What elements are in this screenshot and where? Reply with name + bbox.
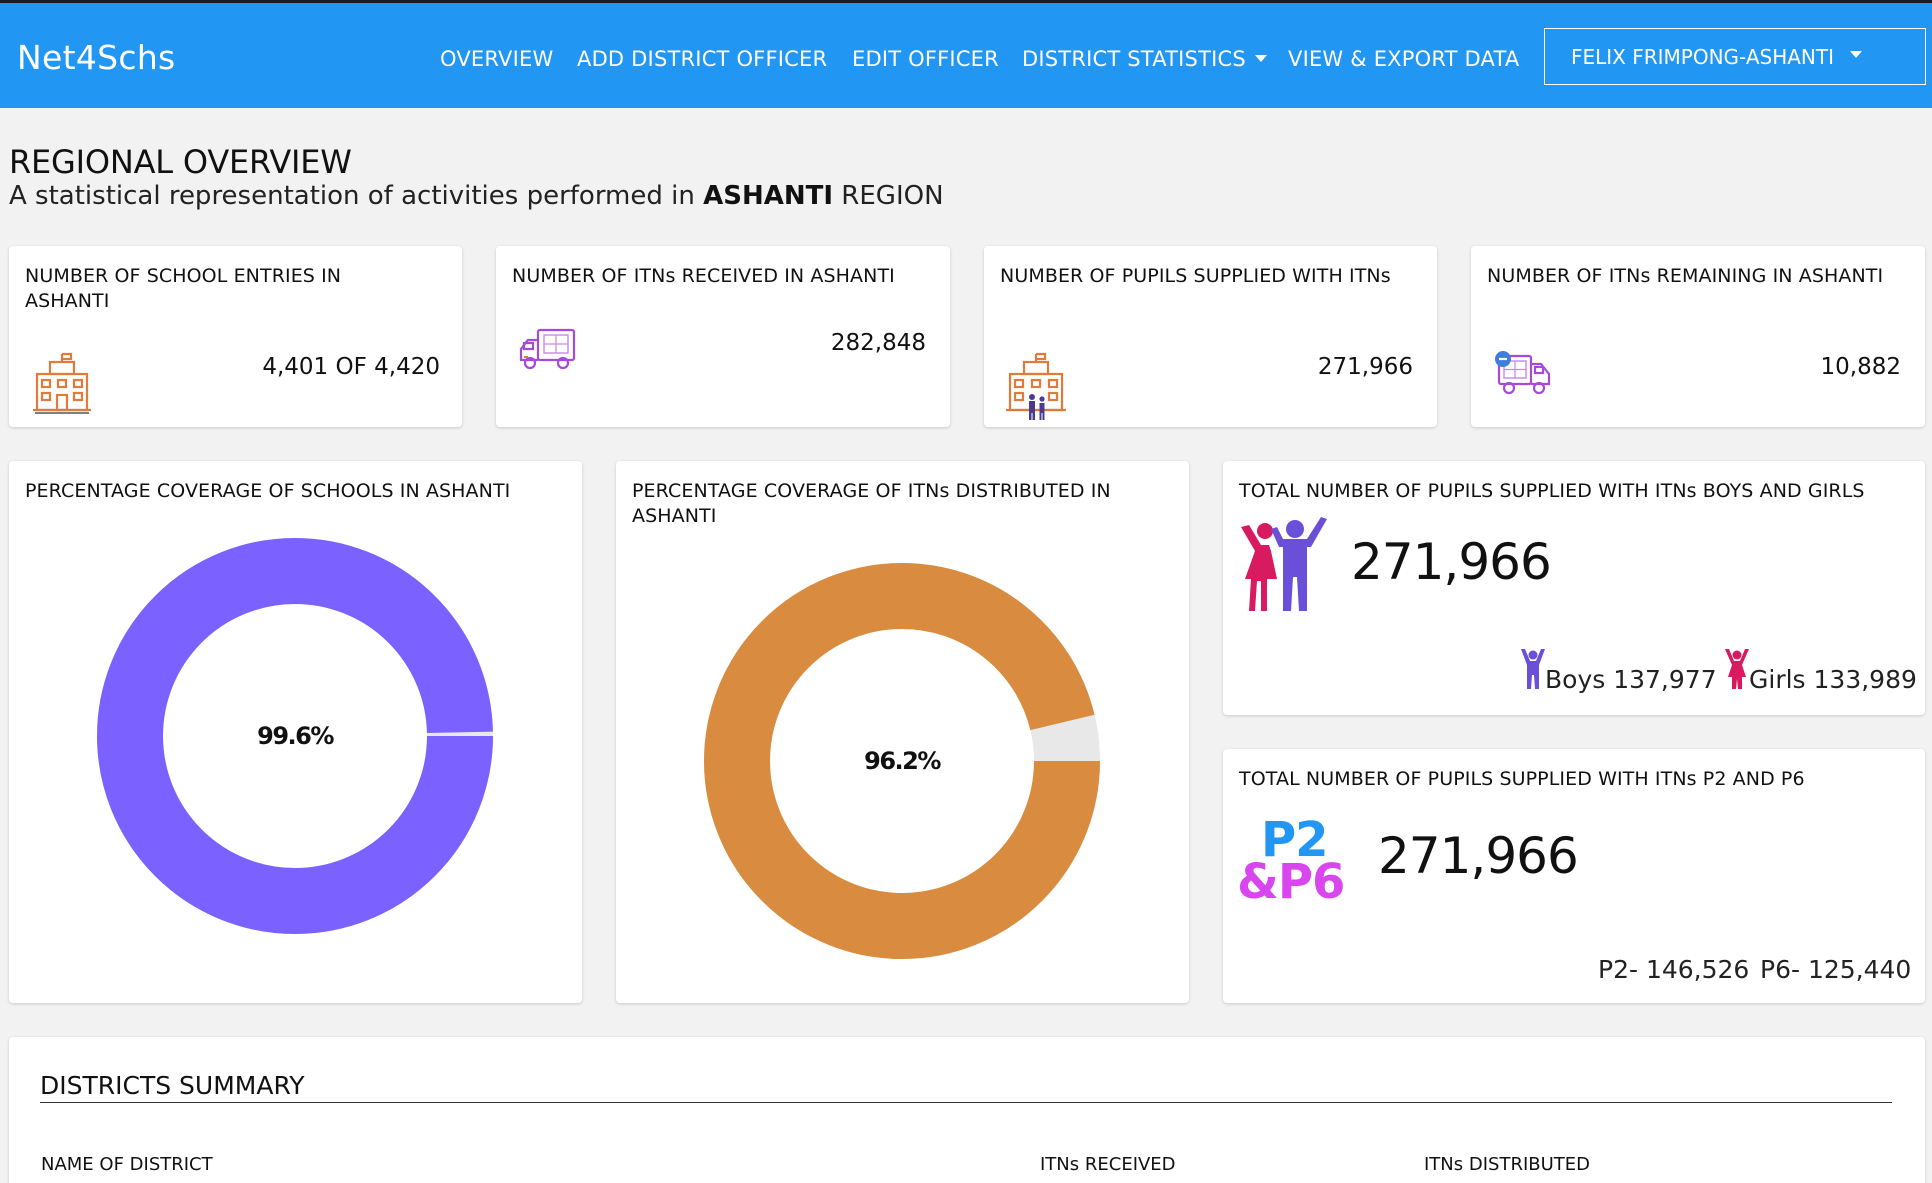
- top-navbar: Net4Schs OVERVIEW ADD DISTRICT OFFICER E…: [0, 0, 1932, 108]
- school-building-icon: [33, 352, 91, 414]
- stat-card-pupils-supplied: NUMBER OF PUPILS SUPPLIED WITH ITNs 271,…: [984, 246, 1437, 427]
- p2-count: P2- 146,526: [1598, 955, 1750, 984]
- districts-summary-panel: [9, 1037, 1925, 1183]
- summary-divider: [40, 1102, 1892, 1103]
- p6-count: P6- 125,440: [1760, 955, 1912, 984]
- donut-percent-label: 96.2%: [864, 747, 941, 775]
- user-name: FELIX FRIMPONG-ASHANTI: [1571, 44, 1835, 69]
- boy-icon: [1521, 649, 1545, 689]
- boy-girl-icon: [1241, 517, 1327, 611]
- stat-value: 4,401 OF 4,420: [262, 354, 440, 380]
- truck-remaining-icon: [1495, 351, 1551, 395]
- coverage-label: PERCENTAGE COVERAGE OF ITNs DISTRIBUTED …: [632, 480, 1111, 527]
- page-title: REGIONAL OVERVIEW: [9, 143, 352, 181]
- stat-card-itns-received: NUMBER OF ITNs RECEIVED IN ASHANTI 282,8…: [496, 246, 950, 427]
- gender-label: TOTAL NUMBER OF PUPILS SUPPLIED WITH ITN…: [1239, 480, 1865, 502]
- girl-icon: [1725, 649, 1749, 689]
- donut-percent-label: 99.6%: [257, 722, 334, 750]
- boys-count: Boys 137,977: [1545, 665, 1717, 694]
- page-subtitle: A statistical representation of activiti…: [9, 181, 944, 211]
- nav-edit-officer[interactable]: EDIT OFFICER: [852, 47, 999, 71]
- stat-label: NUMBER OF SCHOOL ENTRIES IN ASHANTI: [25, 265, 342, 312]
- column-header-itns-received[interactable]: ITNs RECEIVED: [1040, 1154, 1176, 1175]
- subtitle-suffix: REGION: [841, 181, 944, 211]
- school-pupils-icon: [1006, 352, 1066, 420]
- delivery-truck-icon: [519, 328, 576, 370]
- stat-label: NUMBER OF ITNs REMAINING IN ASHANTI: [1487, 265, 1884, 287]
- chevron-down-icon: [1850, 51, 1863, 58]
- nav-district-statistics-label: DISTRICT STATISTICS: [1022, 47, 1246, 71]
- girls-count: Girls 133,989: [1749, 665, 1917, 694]
- stat-label: NUMBER OF ITNs RECEIVED IN ASHANTI: [512, 265, 895, 287]
- grades-label: TOTAL NUMBER OF PUPILS SUPPLIED WITH ITN…: [1239, 768, 1805, 790]
- column-header-itns-distributed[interactable]: ITNs DISTRIBUTED: [1424, 1154, 1591, 1175]
- user-menu-button[interactable]: FELIX FRIMPONG-ASHANTI: [1544, 28, 1926, 85]
- grades-total-value: 271,966: [1378, 827, 1579, 885]
- nav-add-district-officer[interactable]: ADD DISTRICT OFFICER: [577, 47, 828, 71]
- gender-summary-card: TOTAL NUMBER OF PUPILS SUPPLIED WITH ITN…: [1223, 461, 1925, 715]
- p6-logo-text: &P6: [1237, 854, 1345, 910]
- coverage-card-itns: PERCENTAGE COVERAGE OF ITNs DISTRIBUTED …: [616, 461, 1189, 1003]
- coverage-label: PERCENTAGE COVERAGE OF SCHOOLS IN ASHANT…: [25, 480, 511, 502]
- nav-view-export-data[interactable]: VIEW & EXPORT DATA: [1288, 47, 1520, 71]
- districts-summary-title: DISTRICTS SUMMARY: [40, 1071, 305, 1100]
- stat-label: NUMBER OF PUPILS SUPPLIED WITH ITNs: [1000, 265, 1391, 287]
- donut-coverage-arc: [97, 538, 493, 934]
- subtitle-prefix: A statistical representation of activiti…: [9, 181, 695, 211]
- stat-card-school-entries: NUMBER OF SCHOOL ENTRIES IN ASHANTI 4,40…: [9, 246, 462, 427]
- coverage-donut-itns: [704, 563, 1100, 959]
- column-header-district-name[interactable]: NAME OF DISTRICT: [41, 1154, 213, 1175]
- donut-coverage-arc: [704, 563, 1100, 959]
- stat-value: 10,882: [1820, 354, 1901, 380]
- nav-district-statistics[interactable]: DISTRICT STATISTICS: [1022, 47, 1267, 71]
- coverage-card-schools: PERCENTAGE COVERAGE OF SCHOOLS IN ASHANT…: [9, 461, 582, 1003]
- brand-logo[interactable]: Net4Schs: [17, 38, 176, 77]
- gender-total-value: 271,966: [1351, 533, 1552, 591]
- stat-card-itns-remaining: NUMBER OF ITNs REMAINING IN ASHANTI 10,8…: [1471, 246, 1925, 427]
- chevron-down-icon: [1254, 54, 1267, 62]
- nav-overview[interactable]: OVERVIEW: [440, 47, 554, 71]
- coverage-donut-schools: [97, 538, 493, 934]
- grades-summary-card: TOTAL NUMBER OF PUPILS SUPPLIED WITH ITN…: [1223, 749, 1925, 1003]
- stat-value: 271,966: [1317, 354, 1413, 380]
- region-name: ASHANTI: [703, 181, 834, 211]
- p2-logo-text: P2: [1261, 812, 1329, 868]
- stat-value: 282,848: [830, 330, 926, 356]
